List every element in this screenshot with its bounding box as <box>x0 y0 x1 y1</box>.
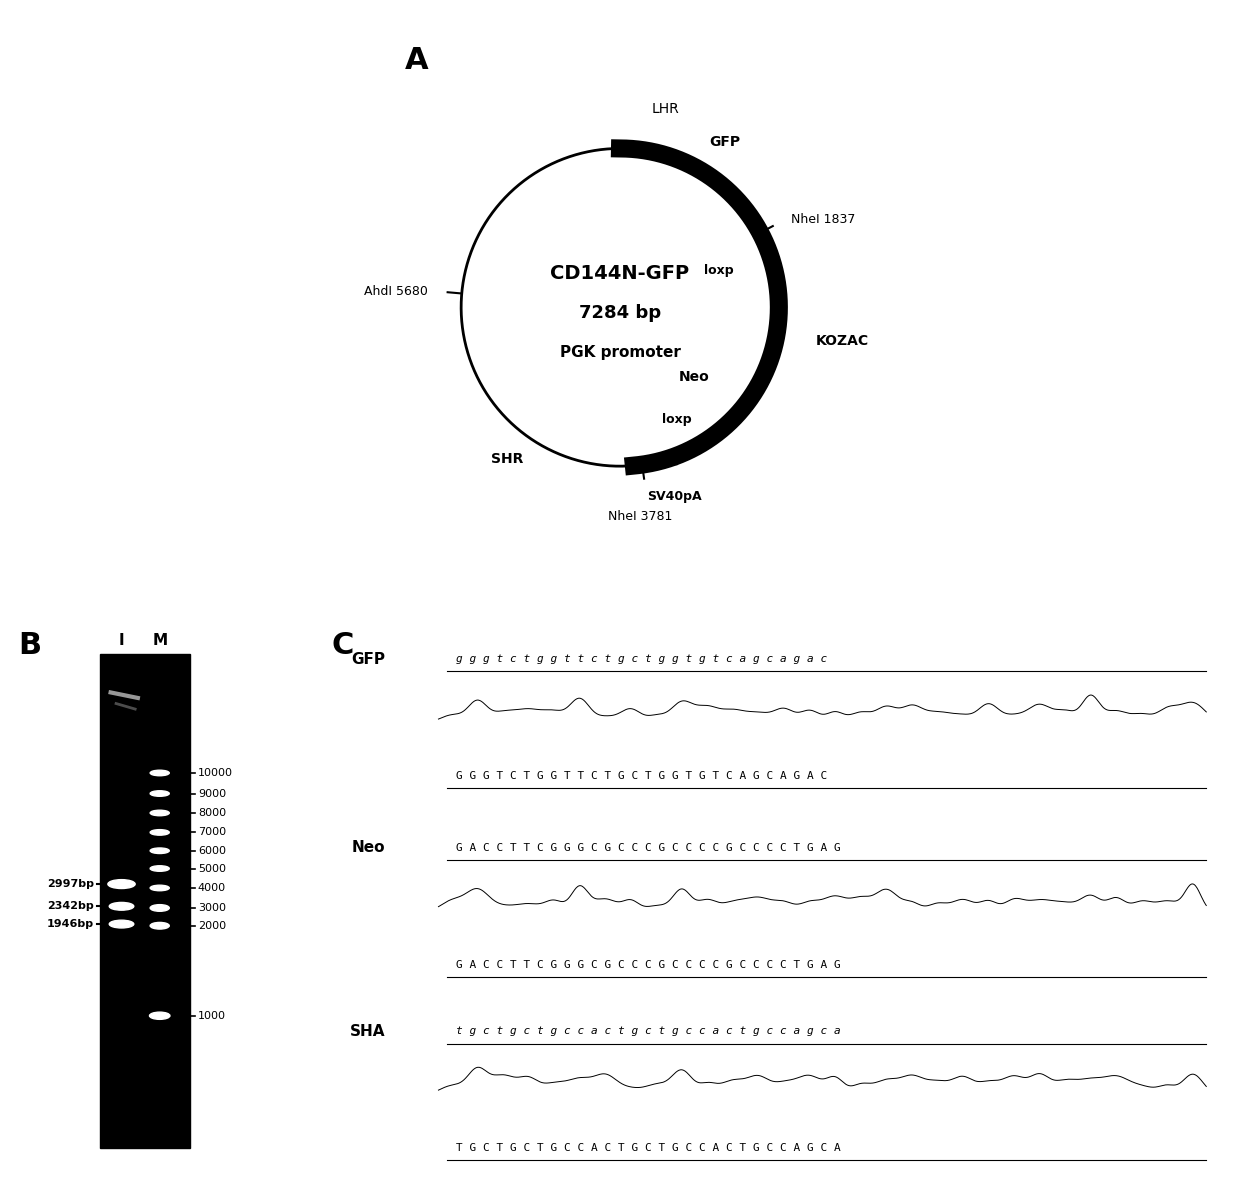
Bar <box>661 454 677 463</box>
Text: AhdI 5680: AhdI 5680 <box>363 285 428 298</box>
Text: 1946bp: 1946bp <box>47 920 94 929</box>
Text: GFP: GFP <box>709 135 740 149</box>
Ellipse shape <box>150 865 169 871</box>
Text: KOZAC: KOZAC <box>816 333 869 348</box>
Bar <box>99 654 190 1148</box>
Ellipse shape <box>150 904 169 911</box>
Ellipse shape <box>150 810 169 816</box>
Text: A: A <box>404 46 428 76</box>
Ellipse shape <box>150 791 169 797</box>
Ellipse shape <box>109 920 134 928</box>
Ellipse shape <box>150 885 169 891</box>
Text: PGK promoter: PGK promoter <box>559 345 681 361</box>
Text: 2000: 2000 <box>198 921 226 930</box>
Text: I: I <box>119 634 124 648</box>
Text: 2342bp: 2342bp <box>47 902 94 911</box>
Text: Neo: Neo <box>351 840 384 856</box>
Text: 7000: 7000 <box>198 827 226 837</box>
Text: CD144N-GFP: CD144N-GFP <box>551 264 689 282</box>
Text: NheI 1837: NheI 1837 <box>791 213 856 226</box>
Text: 10000: 10000 <box>198 768 233 778</box>
Text: 6000: 6000 <box>198 846 226 856</box>
Ellipse shape <box>109 902 134 910</box>
Text: 7284 bp: 7284 bp <box>579 304 661 322</box>
Text: 9000: 9000 <box>198 788 226 799</box>
Text: GFP: GFP <box>351 651 384 667</box>
Text: G A C C T T C G G G C G C C C G C C C C G C C C C T G A G: G A C C T T C G G G C G C C C G C C C C … <box>456 960 841 969</box>
Text: 8000: 8000 <box>198 808 226 818</box>
Ellipse shape <box>108 879 135 889</box>
Text: 5000: 5000 <box>198 864 226 873</box>
Text: B: B <box>17 631 41 661</box>
Text: 1000: 1000 <box>198 1011 226 1021</box>
Text: g g g t c t g g t t c t g c t g g t g t c a g c a g a c: g g g t c t g g t t c t g c t g g t g t … <box>456 654 827 664</box>
Ellipse shape <box>150 1012 170 1019</box>
Text: loxp: loxp <box>703 264 733 277</box>
Text: 3000: 3000 <box>198 903 226 913</box>
Text: LHR: LHR <box>652 102 680 116</box>
Text: t g c t g c t g c c a c t g c t g c c a c t g c c a g c a: t g c t g c t g c c a c t g c t g c c a … <box>456 1026 841 1037</box>
Text: loxp: loxp <box>662 413 692 426</box>
Text: T G C T G C T G C C A C T G C T G C C A C T G C C A G C A: T G C T G C T G C C A C T G C T G C C A … <box>456 1143 841 1152</box>
Text: 2997bp: 2997bp <box>47 879 94 889</box>
Text: G G G T C T G G T T C T G C T G G T G T C A G C A G A C: G G G T C T G G T T C T G C T G G T G T … <box>456 771 827 781</box>
Ellipse shape <box>150 922 169 929</box>
Text: SHA: SHA <box>350 1024 384 1039</box>
Text: 4000: 4000 <box>198 883 226 892</box>
Text: NheI 3781: NheI 3781 <box>608 509 672 522</box>
Text: SV40pA: SV40pA <box>647 489 702 502</box>
Text: Neo: Neo <box>678 370 709 384</box>
Text: C: C <box>331 631 353 661</box>
Ellipse shape <box>150 771 169 775</box>
Ellipse shape <box>150 830 169 836</box>
Text: M: M <box>153 634 167 648</box>
Text: G A C C T T C G G G C G C C C G C C C C G C C C C T G A G: G A C C T T C G G G C G C C C G C C C C … <box>456 843 841 853</box>
Text: SHR: SHR <box>491 453 523 466</box>
Ellipse shape <box>150 847 169 853</box>
